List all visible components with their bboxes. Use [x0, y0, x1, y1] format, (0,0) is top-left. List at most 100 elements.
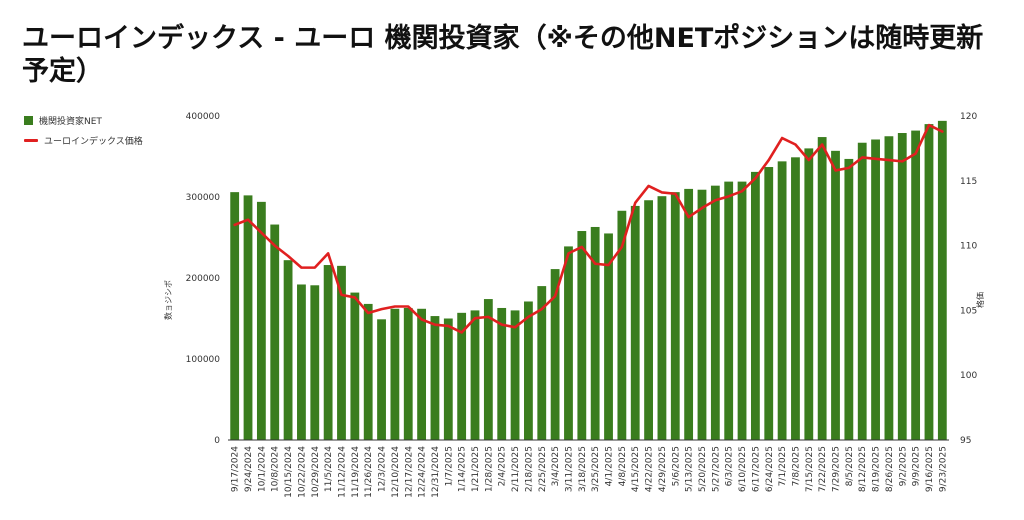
x-tick-49: 8/26/2025 [885, 446, 895, 492]
x-tick-37: 6/3/2025 [725, 446, 735, 486]
y-left-tick-1: 100000 [186, 355, 221, 365]
x-tick-40: 6/24/2025 [765, 446, 775, 492]
x-tick-0: 9/17/2024 [231, 446, 241, 492]
x-tick-48: 8/19/2025 [872, 446, 882, 492]
bar-9 [350, 292, 360, 440]
x-tick-46: 8/5/2025 [845, 446, 855, 486]
bar-44 [817, 137, 827, 440]
bar-52 [924, 124, 934, 440]
x-tick-29: 4/8/2025 [618, 446, 628, 486]
x-tick-9: 11/19/2024 [351, 446, 361, 498]
bar-32 [657, 196, 667, 440]
bar-20 [497, 307, 507, 440]
bar-53 [937, 120, 947, 441]
x-tick-11: 12/3/2024 [378, 446, 388, 492]
x-tick-2: 10/1/2024 [257, 446, 267, 492]
bar-36 [710, 185, 720, 440]
bar-3 [270, 224, 280, 440]
x-tick-52: 9/16/2025 [925, 446, 935, 492]
legend-label-price: ユーロインデックス価格 [44, 136, 143, 147]
bar-42 [791, 157, 800, 440]
bar-31 [644, 200, 653, 440]
bar-48 [871, 139, 880, 441]
chart-legend: 機関投資家NET ユーロインデックス価格 [24, 110, 143, 150]
x-tick-17: 1/14/2025 [458, 446, 468, 492]
bar-0 [230, 192, 240, 440]
y-left-tick-3: 300000 [186, 193, 221, 203]
x-tick-1: 9/24/2024 [244, 446, 254, 492]
legend-swatch-price [24, 138, 38, 142]
x-tick-13: 12/17/2024 [404, 446, 414, 498]
bar-1 [243, 195, 253, 440]
x-tick-19: 1/28/2025 [484, 446, 494, 492]
legend-label-net: 機関投資家NET [39, 116, 102, 127]
y-left-tick-2: 200000 [186, 274, 221, 284]
y-right-tick-5: 120 [960, 112, 977, 122]
x-tick-42: 7/8/2025 [791, 446, 801, 486]
bar-19 [483, 299, 493, 440]
bar-38 [737, 181, 747, 441]
chart-title: ユーロインデックス - ユーロ 機関投資家（※その他NETポジションは随時更新予… [22, 23, 984, 87]
x-tick-44: 7/22/2025 [818, 446, 828, 492]
x-tick-38: 6/10/2025 [738, 446, 748, 492]
x-tick-5: 10/22/2024 [297, 446, 307, 498]
bar-13 [403, 307, 413, 440]
bar-4 [283, 260, 293, 440]
x-tick-50: 9/2/2025 [898, 446, 908, 486]
bar-7 [323, 265, 333, 440]
bar-50 [897, 133, 907, 440]
x-tick-26: 3/18/2025 [578, 446, 588, 492]
x-tick-3: 10/8/2024 [271, 446, 281, 492]
x-tick-28: 4/1/2025 [605, 446, 615, 486]
legend-item-net: 機関投資家NET [24, 110, 143, 130]
bar-8 [337, 265, 346, 440]
y-left-axis-title: 数ョジシポ [163, 280, 173, 320]
x-tick-4: 10/15/2024 [284, 446, 294, 498]
bar-21 [510, 310, 520, 440]
x-tick-7: 11/5/2024 [324, 446, 334, 492]
bar-15 [430, 316, 440, 440]
x-tick-12: 12/10/2024 [391, 446, 401, 498]
x-tick-53: 9/23/2025 [938, 446, 948, 492]
bar-43 [804, 148, 814, 440]
x-tick-15: 12/31/2024 [431, 446, 441, 498]
bar-47 [857, 142, 867, 441]
bar-23 [537, 286, 547, 440]
y-right-axis-title: 格価 [975, 292, 985, 308]
x-tick-14: 12/24/2024 [418, 446, 428, 498]
bar-5 [297, 284, 306, 440]
y-left-tick-0: 0 [214, 436, 220, 446]
x-tick-32: 4/29/2025 [658, 446, 668, 492]
bar-30 [630, 205, 640, 440]
bar-34 [684, 188, 694, 440]
x-tick-39: 6/17/2025 [751, 446, 761, 492]
bar-10 [363, 303, 373, 440]
bar-16 [443, 318, 453, 440]
x-tick-45: 7/29/2025 [832, 446, 842, 492]
bar-22 [524, 301, 533, 440]
bar-28 [604, 233, 613, 440]
bar-17 [457, 312, 467, 440]
y-right-tick-2: 105 [960, 306, 977, 316]
x-tick-24: 3/4/2025 [551, 446, 561, 486]
x-tick-8: 11/12/2024 [337, 446, 347, 498]
bar-45 [831, 150, 840, 440]
x-tick-33: 5/6/2025 [671, 446, 681, 486]
bar-2 [256, 201, 266, 440]
x-tick-25: 3/11/2025 [564, 446, 574, 492]
y-right-tick-1: 100 [960, 371, 977, 381]
x-tick-47: 8/12/2025 [858, 446, 868, 492]
bar-6 [310, 285, 320, 440]
x-tick-43: 7/15/2025 [805, 446, 815, 492]
bar-51 [911, 130, 921, 440]
x-tick-27: 3/25/2025 [591, 446, 601, 492]
bar-39 [750, 171, 760, 440]
bar-27 [590, 226, 600, 440]
y-left-tick-4: 400000 [186, 112, 221, 122]
bar-12 [390, 308, 400, 440]
x-tick-51: 9/9/2025 [912, 446, 922, 486]
bar-25 [564, 246, 573, 440]
bar-11 [377, 319, 386, 440]
bar-29 [617, 210, 627, 440]
